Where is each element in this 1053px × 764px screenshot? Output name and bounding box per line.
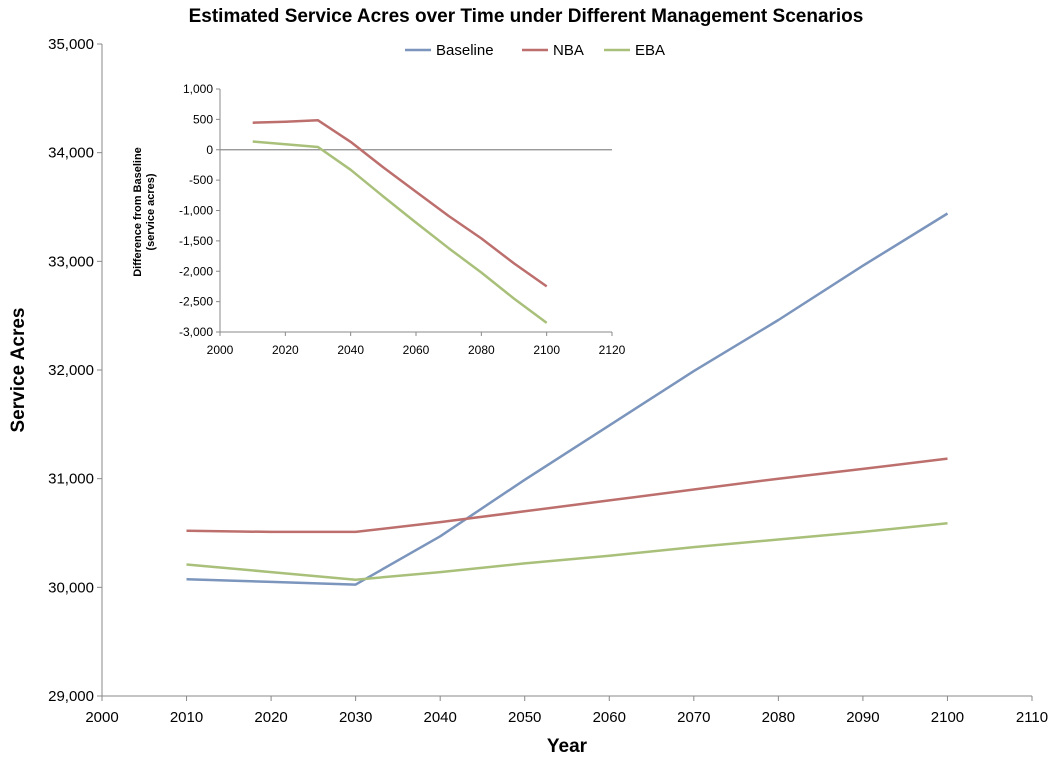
inset-y-tick-label: -1,500 [179, 234, 213, 248]
inset-y-tick-label: -3,000 [179, 325, 213, 339]
x-tick-label: 2050 [508, 709, 541, 726]
x-tick-label: 2040 [423, 709, 456, 726]
inset-y-axis-title-line: (service acres) [145, 173, 157, 250]
y-tick-label: 33,000 [48, 253, 94, 270]
legend-label-baseline: Baseline [436, 42, 494, 59]
inset-y-axis-title-line: Difference from Baseline [132, 147, 144, 277]
inset-y-tick-label: 0 [206, 143, 213, 157]
y-tick-label: 29,000 [48, 688, 94, 705]
x-tick-label: 2010 [170, 709, 203, 726]
inset-x-tick-label: 2100 [533, 343, 560, 357]
y-axis-title: Service Acres [8, 307, 29, 432]
inset-y-tick-label: 1,000 [183, 82, 213, 96]
y-tick-label: 32,000 [48, 362, 94, 379]
series-line-nba [186, 457, 948, 534]
inset-x-tick-label: 2000 [207, 343, 234, 357]
x-tick-label: 2070 [677, 709, 710, 726]
inset-x-tick-label: 2040 [337, 343, 364, 357]
x-tick-label: 2030 [339, 709, 372, 726]
legend-label-nba: NBA [553, 42, 584, 59]
inset-x-tick-label: 2020 [272, 343, 299, 357]
inset-y-tick-label: -2,000 [179, 264, 213, 278]
x-tick-label: 2080 [762, 709, 795, 726]
inset-y-axis-title: Difference from Baseline(service acres) [132, 147, 157, 277]
inset-series-line-nba [252, 119, 548, 288]
y-tick-label: 30,000 [48, 579, 94, 596]
inset-x-tick-label: 2120 [599, 343, 626, 357]
legend-label-eba: EBA [635, 42, 665, 59]
inset-y-tick-label: -1,000 [179, 204, 213, 218]
y-tick-label: 34,000 [48, 145, 94, 162]
inset-y-tick-label: -2,500 [179, 295, 213, 309]
inset-x-tick-label: 2060 [403, 343, 430, 357]
series-line-baseline [186, 212, 949, 586]
inset-y-tick-label: -500 [189, 173, 213, 187]
series-line-eba [186, 521, 948, 581]
inset-y-tick-label: 500 [193, 112, 213, 126]
x-tick-label: 2100 [931, 709, 964, 726]
x-tick-label: 2090 [846, 709, 879, 726]
chart-title: Estimated Service Acres over Time under … [189, 6, 864, 27]
inset-series-line-eba [252, 140, 548, 324]
y-tick-label: 35,000 [48, 36, 94, 53]
x-tick-label: 2000 [85, 709, 118, 726]
inset-chart: -3,000 -2,500 -2,000 -1,500 -1,000 -500 0 500 1,… [132, 82, 626, 357]
x-tick-label: 2060 [593, 709, 626, 726]
inset-x-tick-label: 2080 [468, 343, 495, 357]
x-axis-title: Year [547, 736, 588, 757]
x-tick-label: 2110 [1016, 709, 1048, 726]
x-tick-label: 2020 [254, 709, 287, 726]
y-tick-label: 31,000 [48, 471, 94, 488]
